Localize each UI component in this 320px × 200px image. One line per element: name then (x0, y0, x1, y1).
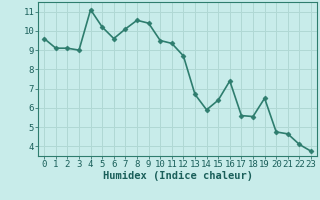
X-axis label: Humidex (Indice chaleur): Humidex (Indice chaleur) (103, 171, 252, 181)
